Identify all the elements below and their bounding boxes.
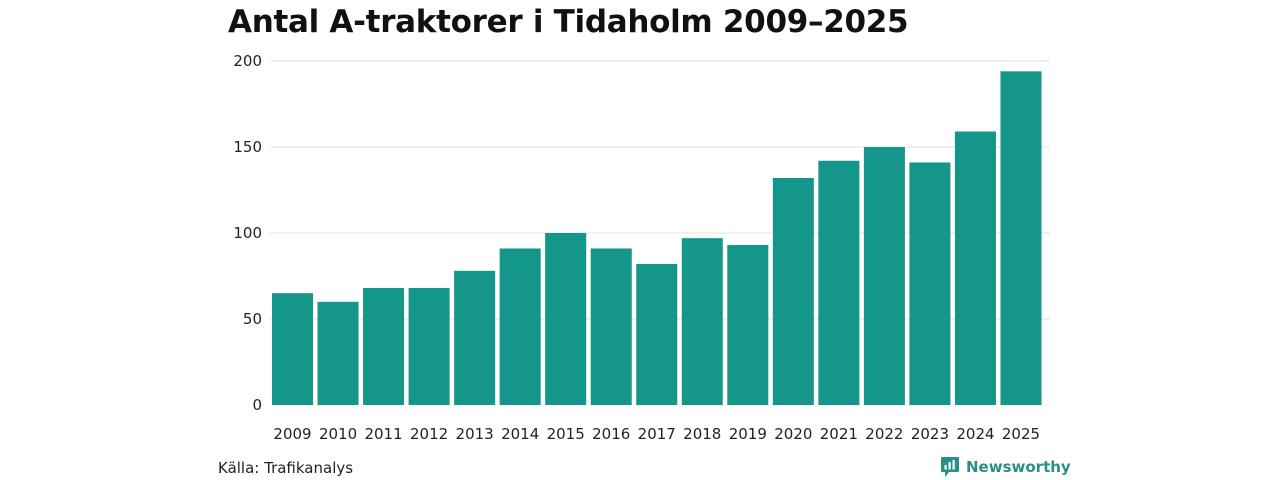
bar-2015 [545, 233, 587, 405]
bar-2019 [727, 245, 769, 405]
x-tick-label: 2021 [820, 425, 858, 443]
x-axis-ticks: 2009 2010 2011 2012 2013 2014 2015 2016 2017 2018… [273, 425, 1040, 443]
brand-logo: Newsworthy [940, 456, 1071, 478]
bar-2012 [408, 288, 450, 405]
bar-2025 [1000, 71, 1042, 405]
newsworthy-logo-icon [941, 457, 959, 477]
bar-2014 [499, 248, 541, 405]
x-tick-label: 2013 [456, 425, 494, 443]
x-tick-label: 2022 [865, 425, 903, 443]
bar-2016 [590, 248, 632, 405]
x-tick-label: 2014 [501, 425, 539, 443]
x-tick-label: 2017 [638, 425, 676, 443]
bar-2018 [681, 238, 723, 405]
bars [272, 71, 1042, 405]
y-tick-label: 200 [233, 52, 262, 70]
y-tick-label: 0 [252, 396, 262, 414]
bar-2020 [772, 177, 814, 405]
x-tick-label: 2016 [592, 425, 630, 443]
brand-name: Newsworthy [966, 458, 1071, 476]
y-tick-label: 150 [233, 138, 262, 156]
bar-2009 [272, 293, 314, 405]
source-note: Källa: Trafikanalys [218, 459, 354, 477]
x-tick-label: 2020 [774, 425, 812, 443]
bar-2010 [317, 301, 359, 405]
x-tick-label: 2012 [410, 425, 448, 443]
chart-title: Antal A-traktorer i Tidaholm 2009–2025 [228, 4, 909, 40]
bar-2023 [909, 162, 951, 405]
x-tick-label: 2025 [1002, 425, 1040, 443]
bar-2022 [863, 147, 905, 405]
x-tick-label: 2018 [683, 425, 721, 443]
x-tick-label: 2024 [956, 425, 994, 443]
x-tick-label: 2023 [911, 425, 949, 443]
bar-2013 [454, 270, 496, 405]
bar-2021 [818, 160, 860, 405]
x-tick-label: 2009 [273, 425, 311, 443]
y-tick-label: 50 [243, 310, 262, 328]
y-axis-ticks: 0 50 100 150 200 [233, 52, 262, 414]
x-tick-label: 2019 [729, 425, 767, 443]
bar-2024 [954, 131, 996, 405]
bar-2011 [363, 288, 405, 405]
y-tick-label: 100 [233, 224, 262, 242]
x-tick-label: 2011 [364, 425, 402, 443]
x-tick-label: 2010 [319, 425, 357, 443]
bar-2017 [636, 263, 678, 405]
x-tick-label: 2015 [547, 425, 585, 443]
